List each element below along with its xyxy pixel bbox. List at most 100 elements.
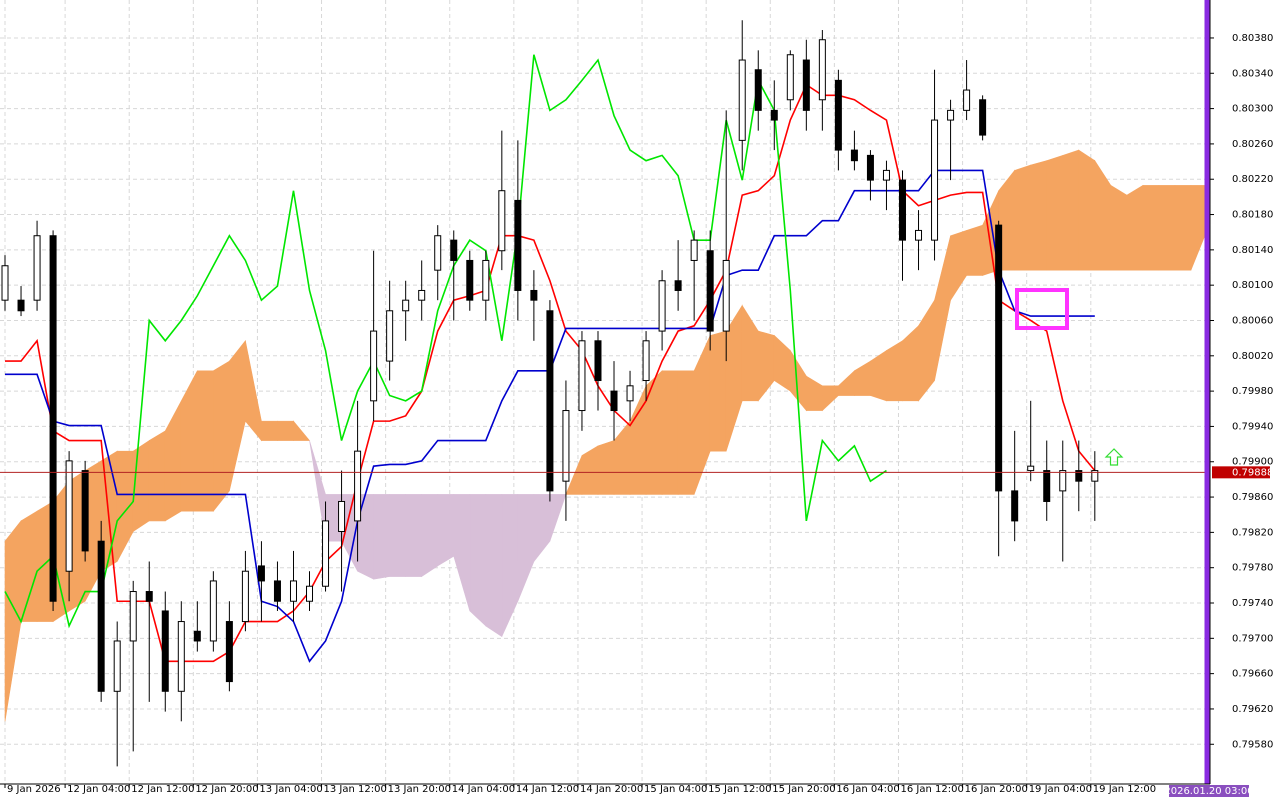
y-tick-label: 0.79740 <box>1232 598 1273 609</box>
cloud-segment <box>148 430 166 522</box>
candle-body <box>33 235 41 301</box>
cloud-segment <box>261 420 278 441</box>
y-tick-label: 0.79820 <box>1232 527 1273 538</box>
candle-body <box>530 289 538 301</box>
x-tick-label: 16 Jan 12:00 <box>900 784 963 795</box>
cloud-segment <box>1030 160 1048 271</box>
candle-body <box>947 109 955 121</box>
cloud-segment <box>1158 185 1176 271</box>
current-price-label: 0.79888 <box>1232 467 1273 478</box>
cloud-segment <box>709 330 727 452</box>
x-tick-label: 12 Jan 12:00 <box>131 784 194 795</box>
cloud-segment <box>277 420 294 441</box>
candle-body <box>97 540 105 692</box>
cloud-segment <box>1174 185 1192 271</box>
candle-body <box>209 580 217 642</box>
candle-body <box>866 154 874 181</box>
x-tick-label: 13 Jan 20:00 <box>388 784 451 795</box>
y-tick-label: 0.80180 <box>1232 210 1273 221</box>
cloud-segment <box>1126 184 1144 271</box>
candle-body <box>738 59 746 141</box>
candle-body <box>1 265 9 301</box>
candle-body <box>850 149 858 162</box>
cloud-segment <box>1142 185 1160 271</box>
candle-body <box>931 119 939 241</box>
y-tick-label: 0.80260 <box>1232 139 1273 150</box>
candle-body <box>610 390 618 412</box>
x-tick-label: 13 Jan 04:00 <box>259 784 322 795</box>
x-tick-label: 14 Jan 04:00 <box>452 784 515 795</box>
candle-body <box>177 621 185 692</box>
x-tick-label: 13 Jan 12:00 <box>324 784 387 795</box>
candle-body <box>386 310 394 362</box>
cloud-segment <box>966 224 983 276</box>
candle-body <box>81 470 89 552</box>
y-tick-label: 0.80140 <box>1232 245 1273 256</box>
cloud-segment <box>405 494 422 577</box>
candle-body <box>722 259 730 332</box>
candle-body <box>1011 490 1019 522</box>
candle-body <box>466 259 474 301</box>
candle-body <box>273 580 281 602</box>
candle-body <box>546 310 554 492</box>
indicator-line <box>5 83 1096 663</box>
y-tick-label: 0.80020 <box>1232 351 1273 362</box>
candle-body <box>706 250 714 332</box>
candle-body <box>754 69 762 111</box>
candle-body <box>1075 470 1083 482</box>
x-tick-label: 12 Jan 04:00 <box>67 784 130 795</box>
candle-body <box>145 591 153 602</box>
x-tick-label: 16 Jan 20:00 <box>965 784 1028 795</box>
y-tick-label: 0.80340 <box>1232 68 1273 79</box>
candle-body <box>306 585 314 602</box>
y-tick-label: 0.80220 <box>1232 174 1273 185</box>
candle-body <box>1091 470 1099 482</box>
cloud-segment <box>1062 149 1080 271</box>
x-tick-label: 16 Jan 04:00 <box>836 784 899 795</box>
highlight-box <box>1015 288 1069 330</box>
x-tick-label: 15 Jan 04:00 <box>644 784 707 795</box>
candle-body <box>193 630 201 642</box>
cloud-segment <box>437 494 455 567</box>
y-tick-label: 0.79860 <box>1232 492 1273 503</box>
candle-body <box>402 299 410 312</box>
candle-body <box>338 500 346 532</box>
cloud-segment <box>886 340 903 402</box>
candle-body <box>161 610 169 692</box>
cloud-segment <box>677 370 695 495</box>
candle-body <box>370 330 378 402</box>
y-tick-label: 0.79780 <box>1232 563 1273 574</box>
y-tick-label: 0.80380 <box>1232 33 1273 44</box>
candle-body <box>418 289 426 301</box>
candle-body <box>963 89 971 111</box>
cloud-segment <box>389 494 406 577</box>
candle-body <box>642 340 650 382</box>
candle-body <box>626 385 634 402</box>
candle-body <box>1043 470 1051 502</box>
cloud-segment <box>469 494 487 627</box>
current-price-tag <box>1212 466 1270 479</box>
candle-body <box>786 54 794 101</box>
x-tick-label: 19 Jan 04:00 <box>1029 784 1092 795</box>
y-tick-label: 0.79900 <box>1232 457 1273 468</box>
cloud-segment <box>549 494 567 542</box>
candle-body <box>818 39 826 101</box>
x-tick-label: 9 Jan 2026 <box>7 784 61 795</box>
indicator-line <box>4 54 887 629</box>
y-tick-label: 0.79580 <box>1232 739 1273 750</box>
candle-body <box>498 190 506 252</box>
candle-body <box>482 259 490 301</box>
cloud-segment <box>597 440 615 495</box>
candle-body <box>674 280 682 291</box>
candle-body <box>562 410 570 482</box>
candle-body <box>995 224 1003 492</box>
candle-body <box>113 640 121 692</box>
candle-body <box>1059 470 1067 492</box>
candle-body <box>322 520 330 587</box>
x-tick-label: 14 Jan 12:00 <box>516 784 579 795</box>
cloud-segment <box>1046 154 1064 271</box>
candle-body <box>802 59 810 111</box>
cloud-segment <box>20 510 38 622</box>
cloud-segment <box>1110 184 1128 271</box>
